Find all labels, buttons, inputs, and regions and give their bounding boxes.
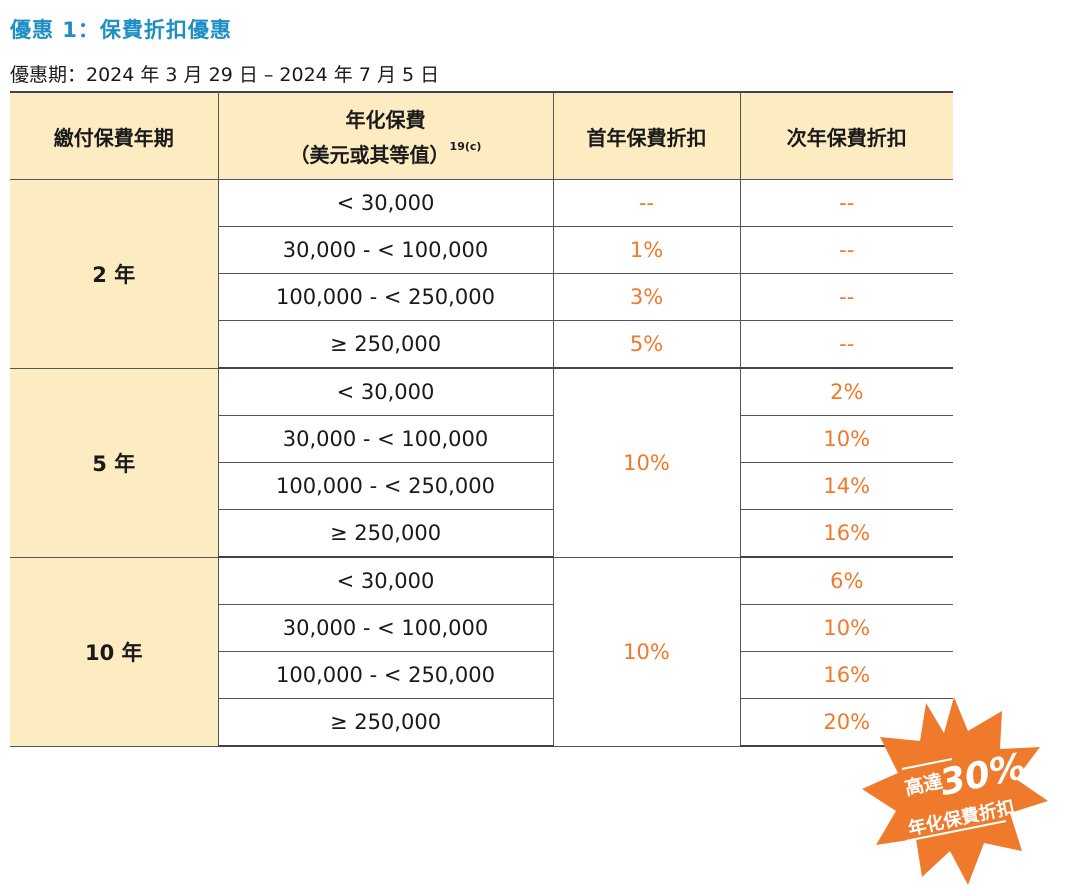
- table-row: 5 年 < 30,000 10% 2%: [10, 367, 953, 558]
- first-year-discount: 1%: [552, 226, 741, 274]
- premium-range: 30,000 - < 100,000: [217, 226, 554, 274]
- second-year-discount: 16%: [739, 651, 953, 699]
- offer-title: 優惠 1：保費折扣優惠: [10, 18, 232, 42]
- table-row: 30,000 - < 100,000 10%: [10, 604, 953, 652]
- term-cell-2y: 2 年: [10, 179, 219, 369]
- term-cell-10y: 10 年: [10, 556, 219, 747]
- second-year-discount: 20%: [739, 698, 953, 747]
- first-year-discount: 5%: [552, 320, 741, 369]
- table-row: ≥ 250,000 16%: [10, 509, 953, 558]
- table-row: ≥ 250,000 5% --: [10, 320, 953, 369]
- table-row: 30,000 - < 100,000 1% --: [10, 226, 953, 274]
- table-row: ≥ 250,000 20%: [10, 698, 953, 747]
- table-row: 30,000 - < 100,000 10%: [10, 415, 953, 463]
- table-row: 100,000 - < 250,000 14%: [10, 462, 953, 510]
- premium-range: 100,000 - < 250,000: [217, 651, 554, 699]
- premium-range: < 30,000: [217, 556, 554, 605]
- premium-range: < 30,000: [217, 367, 554, 416]
- badge-rule-bottom: [905, 820, 1007, 842]
- discount-badge: 高達 30% 年化保費折扣: [862, 697, 1048, 885]
- table-row: 2 年 < 30,000 -- --: [10, 179, 953, 369]
- premium-range: ≥ 250,000: [217, 509, 554, 558]
- badge-rule-top: [901, 758, 953, 770]
- premium-range: 30,000 - < 100,000: [217, 604, 554, 652]
- table-row: 10 年 < 30,000 10% 6%: [10, 556, 953, 747]
- premium-range: < 30,000: [217, 179, 554, 227]
- premium-range: 30,000 - < 100,000: [217, 415, 554, 463]
- first-year-discount: --: [552, 179, 741, 227]
- second-year-discount: 14%: [739, 462, 953, 510]
- second-year-discount: 10%: [739, 604, 953, 652]
- second-year-discount: 2%: [739, 367, 953, 416]
- second-year-discount: 16%: [739, 509, 953, 558]
- offer-period: 優惠期：2024 年 3 月 29 日 – 2024 年 7 月 5 日: [10, 64, 440, 86]
- table-row: 100,000 - < 250,000 16%: [10, 651, 953, 699]
- premium-range: ≥ 250,000: [217, 320, 554, 369]
- second-year-discount: --: [739, 320, 953, 369]
- second-year-discount: 10%: [739, 415, 953, 463]
- header-first-year-discount: 首年保費折扣: [552, 91, 741, 180]
- header-term: 繳付保費年期: [10, 91, 219, 180]
- first-year-discount: 10%: [552, 367, 741, 558]
- header-premium-line1: 年化保費: [345, 108, 426, 132]
- second-year-discount: --: [739, 179, 953, 227]
- premium-range: ≥ 250,000: [217, 698, 554, 747]
- header-premium-line2-wrap: （美元或其等值）19(c): [219, 139, 553, 168]
- first-year-discount: 3%: [552, 273, 741, 321]
- starburst-shape: [862, 697, 1048, 885]
- second-year-discount: --: [739, 226, 953, 274]
- second-year-discount: 6%: [739, 556, 953, 605]
- premium-range: 100,000 - < 250,000: [217, 462, 554, 510]
- header-row: 繳付保費年期 年化保費 （美元或其等值）19(c) 首年保費折扣 次年保費折扣: [10, 91, 953, 180]
- header-premium-footnote: 19(c): [449, 140, 482, 154]
- discount-table: 繳付保費年期 年化保費 （美元或其等值）19(c) 首年保費折扣 次年保費折扣 …: [10, 91, 953, 747]
- term-cell-5y: 5 年: [10, 367, 219, 558]
- header-premium-line2: （美元或其等值）: [289, 143, 450, 167]
- second-year-discount: --: [739, 273, 953, 321]
- premium-range: 100,000 - < 250,000: [217, 273, 554, 321]
- first-year-discount: 10%: [552, 556, 741, 747]
- header-annual-premium: 年化保費 （美元或其等值）19(c): [217, 91, 554, 180]
- header-second-year-discount: 次年保費折扣: [739, 91, 953, 180]
- table-row: 100,000 - < 250,000 3% --: [10, 273, 953, 321]
